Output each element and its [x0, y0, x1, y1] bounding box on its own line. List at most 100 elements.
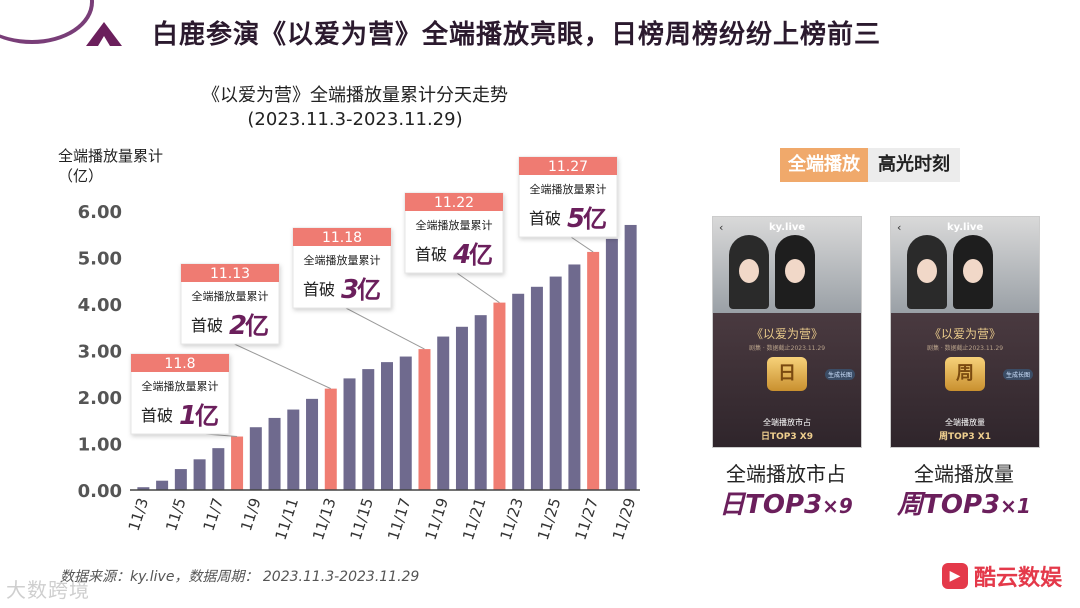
brand-logo: ▶ 酷云数娱	[942, 560, 1062, 592]
card-caption-main: 周TOP3×1	[874, 484, 1054, 521]
bar	[493, 302, 506, 490]
bar	[212, 448, 225, 490]
annotation-leader-line	[453, 270, 500, 304]
x-tick-label: 11/3	[125, 496, 153, 534]
page-title: 白鹿参演《以爱为营》全端播放亮眼，日榜周榜纷纷上榜前三	[152, 20, 882, 50]
y-tick-label: 3.00	[78, 342, 122, 363]
x-tick-label: 11/19	[422, 496, 452, 543]
y-tick-label: 1.00	[78, 435, 122, 456]
caption-rank: 日TOP3	[719, 490, 823, 520]
highlight-tag-right: 高光时刻	[868, 148, 960, 182]
app-logo: ky.live	[769, 222, 806, 233]
annotation-label: 全端播放量累计	[142, 379, 219, 393]
annotation-prefix: 首破	[529, 209, 561, 228]
bar	[306, 398, 319, 490]
annotation-prefix: 首破	[303, 280, 335, 299]
metric-label: 全端播放市占	[763, 418, 811, 427]
drama-name: 《以爱为营》	[928, 327, 1001, 341]
rank-panel: 《以爱为营》 剧集 · 数据截止2023.11.29 周 生成长图 全端播放量 …	[891, 313, 1039, 447]
poster-image: ‹ ky.live	[713, 217, 861, 313]
annotation-date-bg	[519, 157, 617, 175]
x-tick-label: 11/11	[272, 496, 302, 543]
bar	[530, 286, 543, 490]
bar	[381, 362, 393, 490]
annotation-value: 2	[229, 311, 247, 341]
card-caption-top: 全端播放量	[914, 462, 1014, 486]
annotation-leader-line	[229, 341, 331, 390]
title-bar: 白鹿参演《以爱为营》全端播放亮眼，日榜周榜纷纷上榜前三	[0, 0, 1080, 60]
y-tick-label: 5.00	[78, 249, 122, 270]
annotation-date: 11.8	[164, 356, 195, 372]
y-tick-label: 0.00	[78, 481, 122, 502]
bar	[568, 264, 581, 490]
annotation-unit: 亿	[469, 241, 493, 269]
actress-figure	[953, 235, 993, 309]
annotation-value: 4	[452, 240, 471, 270]
bar	[137, 487, 150, 490]
x-tick-label: 11/29	[609, 496, 639, 543]
bar	[268, 417, 281, 490]
annotation-label: 全端播放量累计	[416, 218, 493, 232]
annotation-value: 5	[567, 204, 585, 234]
brand-play-icon: ▶	[942, 563, 968, 589]
x-tick-label: 11/27	[571, 496, 601, 543]
annotation-unit: 亿	[245, 312, 269, 340]
x-tick-label: 11/25	[534, 496, 564, 543]
annotation-date-bg	[131, 354, 229, 372]
annotation-unit: 亿	[583, 205, 607, 233]
highlight-tag: 全端播放 高光时刻	[780, 148, 960, 182]
bar	[231, 436, 244, 490]
bar	[156, 480, 169, 490]
y-tick-label: 4.00	[78, 295, 122, 316]
chart-title: 《以爱为营》全端播放量累计分天走势	[202, 85, 508, 106]
app-logo: ky.live	[947, 222, 984, 233]
annotation-label: 全端播放量累计	[192, 289, 269, 303]
x-tick-label: 11/7	[200, 496, 228, 534]
annotation-value: 3	[341, 275, 359, 305]
drama-sub: 剧集 · 数据截止2023.11.29	[748, 345, 826, 352]
y-tick-label: 6.00	[78, 202, 122, 223]
bar	[455, 326, 468, 490]
weekly-rank-screenshot: ‹ ky.live 《以爱为营》 剧集 · 数据截止2023.11.29 周 生…	[890, 216, 1040, 448]
chart-subtitle: (2023.11.3-2023.11.29)	[247, 109, 463, 130]
annotation-date: 11.18	[322, 230, 362, 246]
x-tick-label: 11/23	[497, 496, 527, 543]
bar	[287, 409, 300, 490]
drama-sub: 剧集 · 数据截止2023.11.29	[926, 345, 1004, 352]
annotation-date-bg	[293, 228, 391, 246]
y-tick-label: 2.00	[78, 388, 122, 409]
brand-name: 酷云数娱	[974, 566, 1063, 591]
annotation-date: 11.22	[434, 195, 474, 211]
data-source: 数据来源：ky.live，数据周期： 2023.11.3-2023.11.29	[60, 569, 420, 585]
annotation-unit: 亿	[357, 276, 381, 304]
annotation-leader-line	[341, 305, 425, 350]
drama-name: 《以爱为营》	[750, 327, 823, 341]
x-tick-label: 11/5	[162, 496, 190, 534]
rank-panel: 《以爱为营》 剧集 · 数据截止2023.11.29 日 生成长图 全端播放市占…	[713, 313, 861, 447]
watermark: 大数跨境	[6, 578, 90, 602]
bar	[418, 349, 431, 490]
chart-title-block: 《以爱为营》全端播放量累计分天走势 (2023.11.3-2023.11.29)	[140, 84, 570, 132]
poster-image: ‹ ky.live	[891, 217, 1039, 313]
caption-multiplier: ×9	[822, 494, 853, 518]
generate-image-button[interactable]: 生成长图	[1003, 369, 1034, 380]
generate-image-button[interactable]: 生成长图	[825, 369, 856, 380]
bar	[474, 315, 487, 490]
x-tick-label: 11/15	[347, 496, 377, 543]
actor-figure	[729, 235, 769, 309]
bar	[399, 356, 412, 490]
annotation-label: 全端播放量累计	[304, 253, 381, 267]
bar	[587, 251, 600, 490]
bar	[549, 276, 562, 490]
annotation-prefix: 首破	[415, 245, 447, 264]
bar	[624, 224, 637, 490]
annotation-leader-line	[567, 234, 594, 253]
annotation-date: 11.13	[210, 266, 250, 282]
annotation-label: 全端播放量累计	[530, 182, 607, 196]
bar	[174, 469, 187, 490]
actor-figure	[907, 235, 947, 309]
x-tick-label: 11/9	[237, 496, 265, 534]
tent-logo-icon	[86, 22, 122, 46]
bar	[362, 369, 375, 490]
